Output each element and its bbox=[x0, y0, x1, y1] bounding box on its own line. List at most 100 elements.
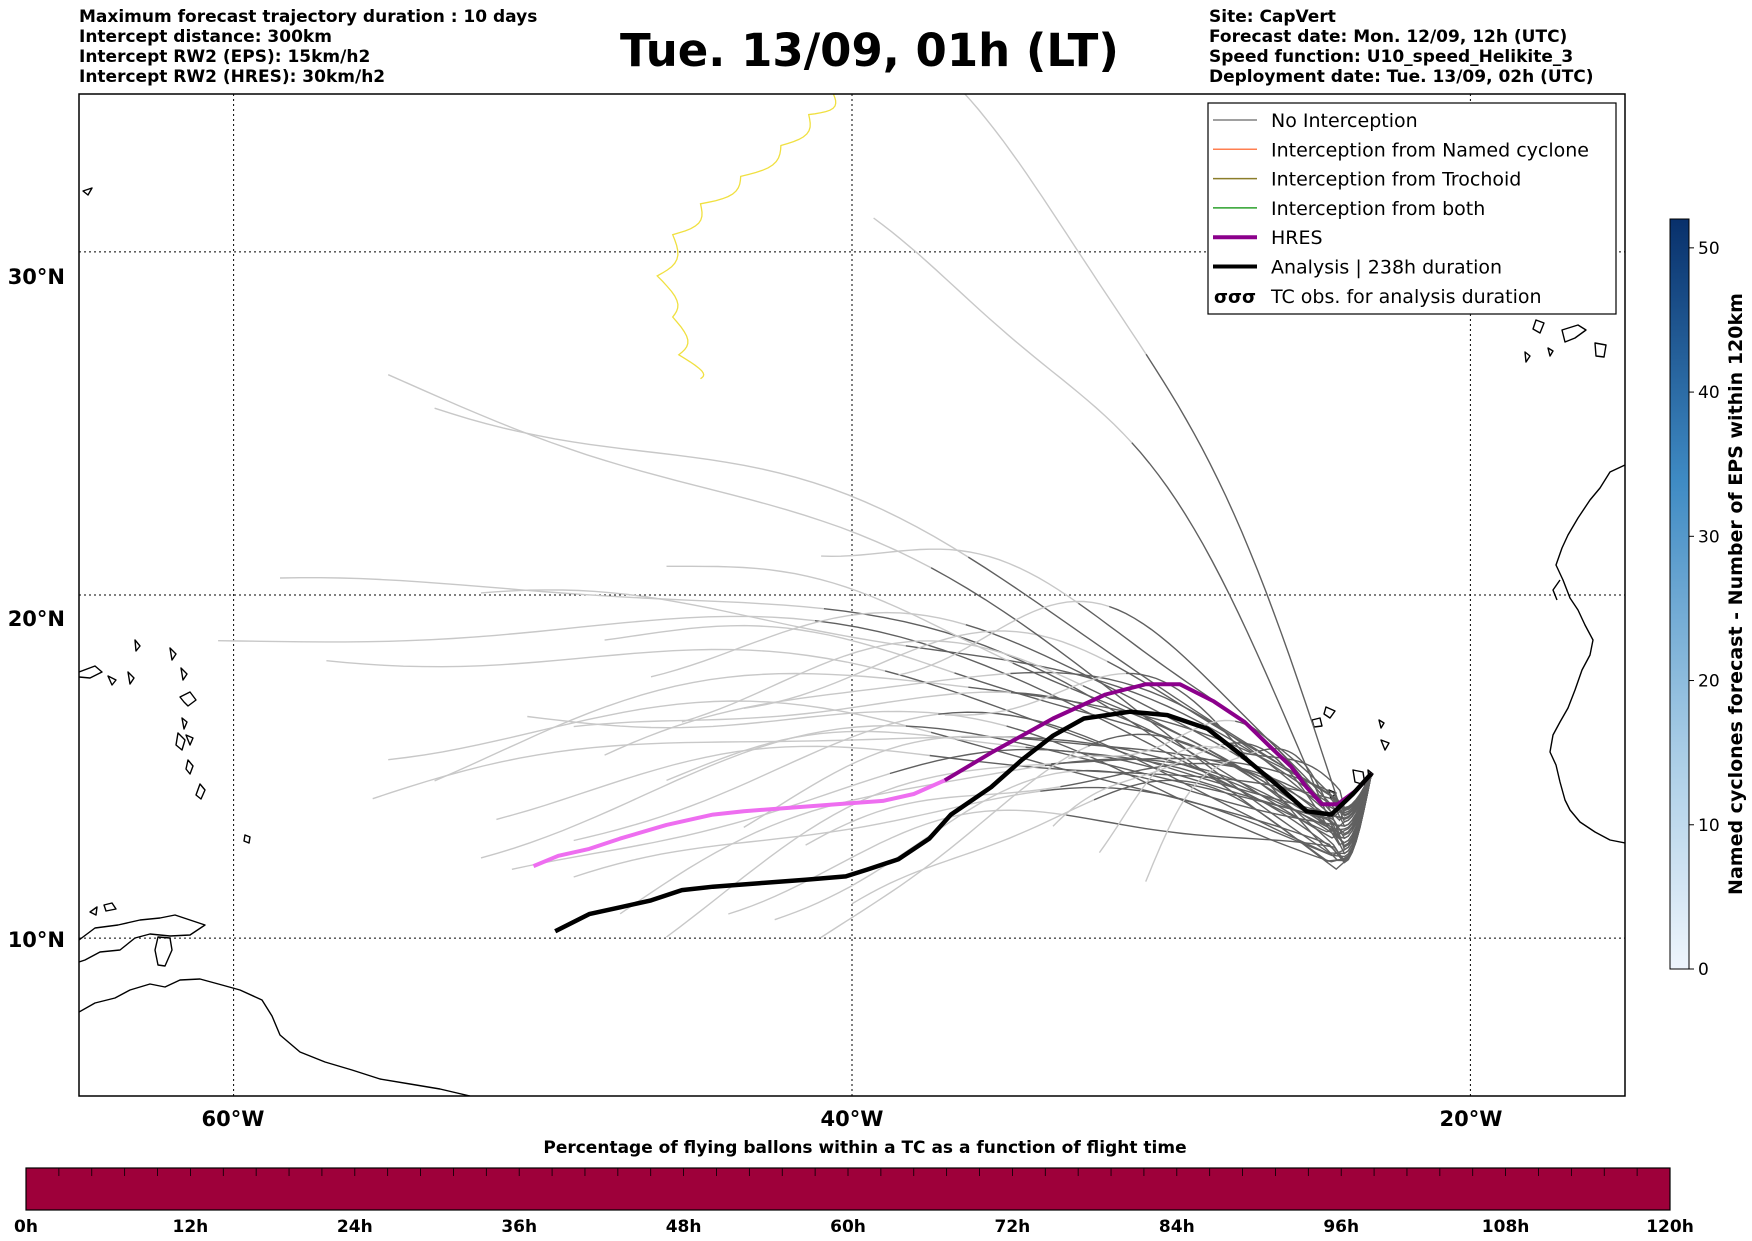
coastline-venezuela-north bbox=[79, 914, 206, 963]
flight-time-tick-label: 72h bbox=[995, 1217, 1031, 1237]
island-antilles-1 bbox=[195, 783, 206, 800]
island-canary-1 bbox=[1532, 319, 1545, 334]
island-cape-verde-4 bbox=[1380, 739, 1390, 751]
lat-tick-30n: 30°N bbox=[8, 265, 65, 289]
map-frame bbox=[78, 93, 1626, 1097]
island-antilles-8 bbox=[127, 671, 135, 685]
eps-trajectory-tail bbox=[743, 630, 1108, 709]
island-margarita bbox=[89, 906, 98, 916]
eps-trajectory bbox=[1108, 605, 1373, 827]
flight-time-tick-label: 60h bbox=[830, 1217, 866, 1237]
eps-trajectory-tail bbox=[666, 730, 1026, 782]
eps-trajectory bbox=[1145, 353, 1373, 814]
cyclone-colorbar: 0 10 20 30 40 50 Named cyclones forecast - Nu… bbox=[1669, 218, 1747, 980]
island-canary-3 bbox=[1594, 342, 1607, 358]
coastline-south-america bbox=[79, 978, 471, 1096]
eps-trajectory-tail bbox=[873, 217, 1133, 444]
eps-trajectory bbox=[1235, 720, 1373, 822]
flight-time-tick-label: 108h bbox=[1482, 1217, 1530, 1237]
page-title: Tue. 13/09, 01h (LT) bbox=[620, 24, 1119, 77]
island-antilles-4 bbox=[181, 717, 188, 730]
eps-trajectory-tail bbox=[728, 809, 1067, 915]
flight-time-tick-label: 24h bbox=[337, 1217, 373, 1237]
eps-trajectory-tail bbox=[434, 672, 969, 782]
eps-trajectory-tail bbox=[851, 799, 1095, 905]
eps-trajectory-tail bbox=[944, 672, 1127, 716]
tc-obs-track bbox=[656, 94, 849, 380]
eps-trajectory-tail bbox=[681, 640, 1084, 723]
cyclone-colorbar-gradient bbox=[1669, 218, 1690, 970]
deployment-date: Deployment date: Tue. 13/09, 02h (UTC) bbox=[1209, 67, 1594, 87]
param-intercept-hres: Intercept RW2 (HRES): 30km/h2 bbox=[79, 67, 386, 87]
flight-time-tick-label: 12h bbox=[173, 1217, 209, 1237]
lon-tick-20w: 20°W bbox=[1440, 1107, 1503, 1131]
eps-trajectory-tail bbox=[573, 691, 1012, 728]
tc-obs-line bbox=[656, 94, 849, 380]
coastline-africa bbox=[1549, 464, 1625, 844]
flight-time-tick-label: 84h bbox=[1159, 1217, 1195, 1237]
flight-time-colorbar-title: Percentage of flying ballons within a TC… bbox=[543, 1138, 1186, 1158]
island-cape-verde-3 bbox=[1378, 719, 1385, 729]
main-trajectories bbox=[532, 682, 1374, 934]
eps-trajectory-tail bbox=[743, 735, 1017, 828]
flight-time-tick-label: 48h bbox=[666, 1217, 702, 1237]
eps-trajectory bbox=[1131, 442, 1373, 840]
flight-time-tick-label: 120h bbox=[1646, 1217, 1694, 1237]
island-trinidad bbox=[154, 936, 173, 967]
island-antilles-3 bbox=[175, 732, 186, 751]
legend-label: Interception from Trochoid bbox=[1271, 169, 1521, 191]
eps-trajectory-tail bbox=[511, 772, 891, 870]
colorbar-tick-label: 40 bbox=[1698, 383, 1720, 403]
colorbar-tick-label: 10 bbox=[1698, 816, 1720, 836]
eps-trajectory-tail bbox=[821, 548, 1079, 604]
eps-trajectory bbox=[1010, 671, 1373, 819]
analysis-trajectory bbox=[554, 709, 1374, 934]
legend-label: TC obs. for analysis duration bbox=[1270, 286, 1542, 308]
cyclone-colorbar-label: Named cyclones forecast - Number of EPS … bbox=[1725, 293, 1747, 895]
legend-label: Interception from both bbox=[1271, 198, 1485, 220]
eps-trajectory-tail bbox=[573, 713, 939, 842]
eps-trajectory-tail bbox=[1145, 750, 1259, 882]
eps-trajectory bbox=[1223, 742, 1373, 846]
map-area bbox=[79, 94, 1625, 1096]
island-canary-4 bbox=[1524, 351, 1531, 363]
eps-trajectory-tail bbox=[387, 374, 932, 569]
island-bermuda-area bbox=[82, 187, 93, 196]
site-information: Site: CapVert Forecast date: Mon. 12/09,… bbox=[1209, 7, 1594, 87]
eps-trajectory-tail bbox=[650, 611, 966, 678]
axis-tick-labels: 60°W 40°W 20°W 30°N 20°N 10°N bbox=[8, 265, 1503, 1131]
eps-trajectory-tail bbox=[388, 700, 932, 761]
island-antilles-7 bbox=[134, 639, 141, 652]
lat-tick-20n: 20°N bbox=[8, 607, 65, 631]
colorbar-tick-label: 50 bbox=[1698, 239, 1720, 259]
eps-trajectory-tail bbox=[480, 589, 906, 647]
eps-trajectory-tail bbox=[666, 763, 1052, 938]
island-tobago bbox=[103, 902, 117, 912]
eps-trajectory-tail bbox=[218, 615, 816, 643]
eps-trajectory-tail bbox=[604, 672, 1011, 756]
eps-trajectory-tail bbox=[898, 600, 1110, 676]
flight-time-tick-label: 36h bbox=[501, 1217, 537, 1237]
colorbar-tick-label: 20 bbox=[1698, 672, 1720, 692]
island-cape-verde-1 bbox=[1323, 706, 1336, 719]
lat-tick-10n: 10°N bbox=[8, 928, 65, 952]
hres-trajectory-tail bbox=[532, 778, 946, 868]
speed-function: Speed function: U10_speed_Helikite_3 bbox=[1209, 47, 1574, 67]
eps-trajectory bbox=[1233, 750, 1373, 809]
island-antilles-2 bbox=[185, 759, 194, 775]
island-guadeloupe bbox=[179, 691, 197, 707]
eps-trajectories bbox=[218, 94, 1373, 938]
eps-trajectory bbox=[823, 608, 1373, 862]
colorbar-tick-label: 0 bbox=[1698, 960, 1709, 980]
forecast-parameters: Maximum forecast trajectory duration : 1… bbox=[79, 7, 537, 87]
coastline-africa-inlet bbox=[1552, 579, 1561, 601]
eps-trajectory-tail bbox=[434, 407, 969, 558]
flight-time-tick-label: 0h bbox=[14, 1217, 38, 1237]
eps-trajectory-tail bbox=[480, 724, 906, 859]
legend-label: Analysis | 238h duration bbox=[1271, 257, 1502, 279]
eps-trajectory-tail bbox=[1098, 745, 1234, 854]
eps-trajectory-tail bbox=[666, 565, 1014, 664]
island-puerto-rico bbox=[79, 665, 103, 679]
site-name: Site: CapVert bbox=[1209, 7, 1336, 27]
